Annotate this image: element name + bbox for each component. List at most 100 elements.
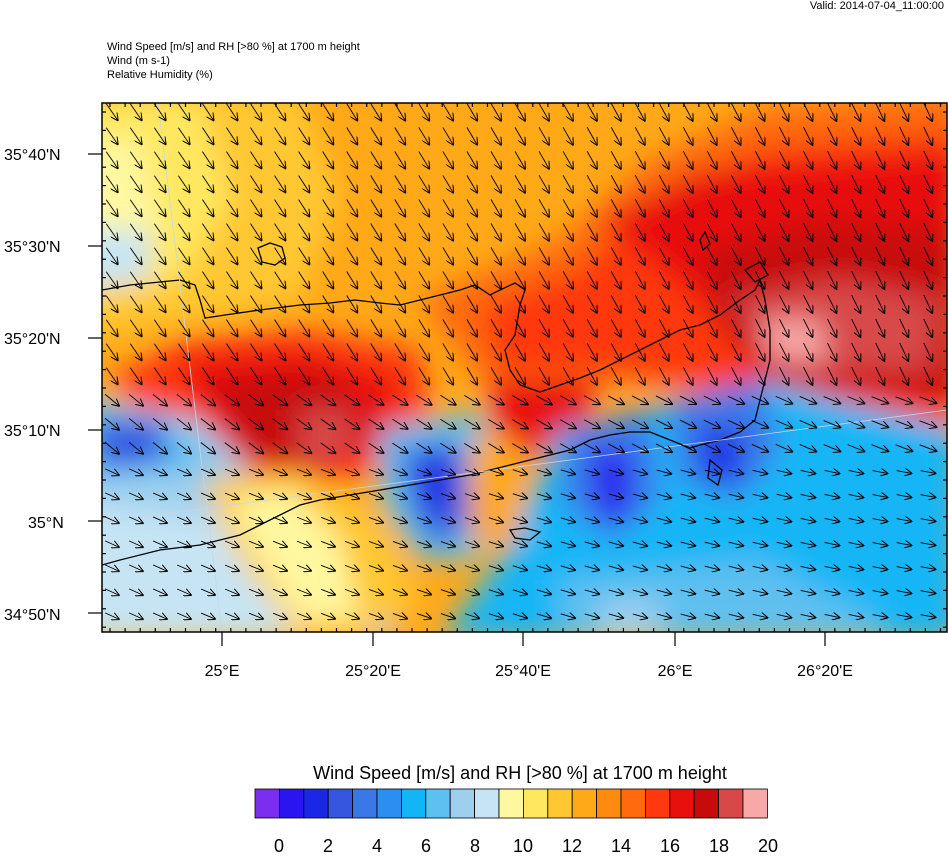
wind-arrow: [226, 175, 237, 193]
wind-arrow: [655, 419, 672, 428]
wind-arrow: [466, 103, 477, 120]
wind-arrow: [248, 517, 263, 523]
wind-arrow: [272, 517, 287, 523]
wind-arrow: [129, 319, 141, 336]
wind-arrow: [274, 343, 286, 361]
wind-arrow: [392, 394, 407, 405]
wind-arrow: [200, 517, 215, 523]
wind-arrow: [274, 223, 286, 241]
wind-arrow: [466, 127, 477, 144]
wind-arrow: [803, 294, 813, 313]
wind-arrow: [105, 540, 119, 547]
wind-arrow: [394, 319, 405, 336]
wind-arrow: [560, 470, 575, 474]
wind-arrow: [538, 151, 549, 168]
wind-arrow: [919, 420, 937, 427]
wind-arrow: [250, 127, 262, 145]
wind-arrow: [799, 396, 817, 403]
wind-arrow: [490, 151, 501, 168]
wind-arrow: [775, 443, 792, 451]
wind-arrow: [250, 271, 262, 289]
wind-arrow: [416, 518, 431, 523]
wind-arrow: [608, 566, 623, 570]
wind-arrow: [631, 443, 648, 452]
wind-arrow: [727, 443, 744, 452]
wind-arrow: [344, 394, 360, 405]
wind-arrow: [851, 103, 861, 121]
wind-arrow: [488, 443, 503, 452]
wind-arrow: [779, 222, 788, 241]
wind-arrow: [370, 247, 382, 264]
wind-arrow: [610, 319, 621, 337]
wind-arrow: [779, 150, 788, 169]
wind-arrow: [755, 150, 764, 169]
wind-arrow: [178, 367, 189, 385]
wind-arrow: [776, 566, 792, 569]
wind-arrow: [153, 247, 165, 265]
wind-arrow: [682, 294, 692, 313]
wind-arrow: [178, 295, 189, 313]
wind-arrow: [105, 492, 119, 499]
wind-arrow: [730, 318, 740, 337]
lat-label: 35°10'N: [4, 423, 61, 440]
wind-arrow: [610, 247, 621, 265]
wind-arrow: [875, 294, 885, 313]
wind-arrow: [344, 589, 359, 594]
wind-arrow: [153, 223, 165, 241]
wind-arrow: [322, 247, 334, 265]
wind-arrow: [682, 198, 692, 217]
rh-field-label: Relative Humidity (%): [107, 69, 213, 81]
wind-arrow: [896, 615, 912, 618]
wind-arrow: [680, 566, 696, 570]
wind-arrow: [634, 151, 645, 169]
wind-arrow: [129, 271, 141, 288]
wind-arrow: [514, 319, 525, 336]
wind-arrow: [755, 366, 764, 385]
colorbar-swatch: [718, 788, 744, 819]
wind-arrow: [394, 247, 405, 264]
wind-arrow: [514, 367, 525, 384]
wind-arrow: [466, 223, 477, 240]
wind-arrow: [178, 103, 189, 121]
wind-arrow: [226, 271, 237, 289]
wind-arrow: [488, 590, 503, 595]
wind-arrow: [535, 419, 552, 429]
wind-arrow: [490, 223, 501, 240]
wind-arrow: [823, 420, 841, 428]
wind-arrow: [800, 590, 816, 593]
wind-arrow: [272, 589, 287, 595]
wind-arrow: [224, 517, 239, 523]
wind-arrow: [899, 318, 909, 337]
wind-arrow: [488, 614, 503, 619]
wind-arrow: [536, 470, 551, 474]
wind-arrow: [153, 271, 165, 289]
wind-arrow: [851, 126, 861, 145]
wind-arrow: [560, 542, 575, 546]
wind-arrow: [105, 295, 117, 312]
wind-arrow: [875, 174, 885, 193]
wind-arrow: [394, 343, 405, 360]
wind-arrow: [370, 223, 382, 240]
wind-arrow: [847, 420, 865, 428]
wind-arrow: [512, 494, 527, 499]
wind-arrow: [250, 151, 262, 169]
wind-arrow: [872, 519, 888, 522]
wind-arrow: [535, 395, 552, 405]
wind-arrow: [248, 613, 263, 619]
wind-arrow: [658, 366, 668, 385]
wind-arrow: [488, 470, 503, 475]
valid-time: Valid: 2014-07-04_11:00:00: [809, 0, 944, 12]
wind-arrow: [392, 613, 407, 618]
wind-arrow: [728, 614, 744, 618]
wind-arrow: [250, 199, 262, 217]
wind-arrow: [896, 543, 912, 546]
wind-arrow: [512, 470, 527, 475]
wind-arrow: [755, 174, 764, 193]
wind-arrow: [178, 343, 189, 361]
wind-arrow: [202, 295, 213, 313]
wind-arrow: [682, 126, 692, 145]
wind-arrow: [320, 613, 335, 618]
wind-arrow: [875, 198, 885, 217]
wind-arrow: [466, 367, 477, 384]
wind-arrow: [728, 590, 744, 594]
